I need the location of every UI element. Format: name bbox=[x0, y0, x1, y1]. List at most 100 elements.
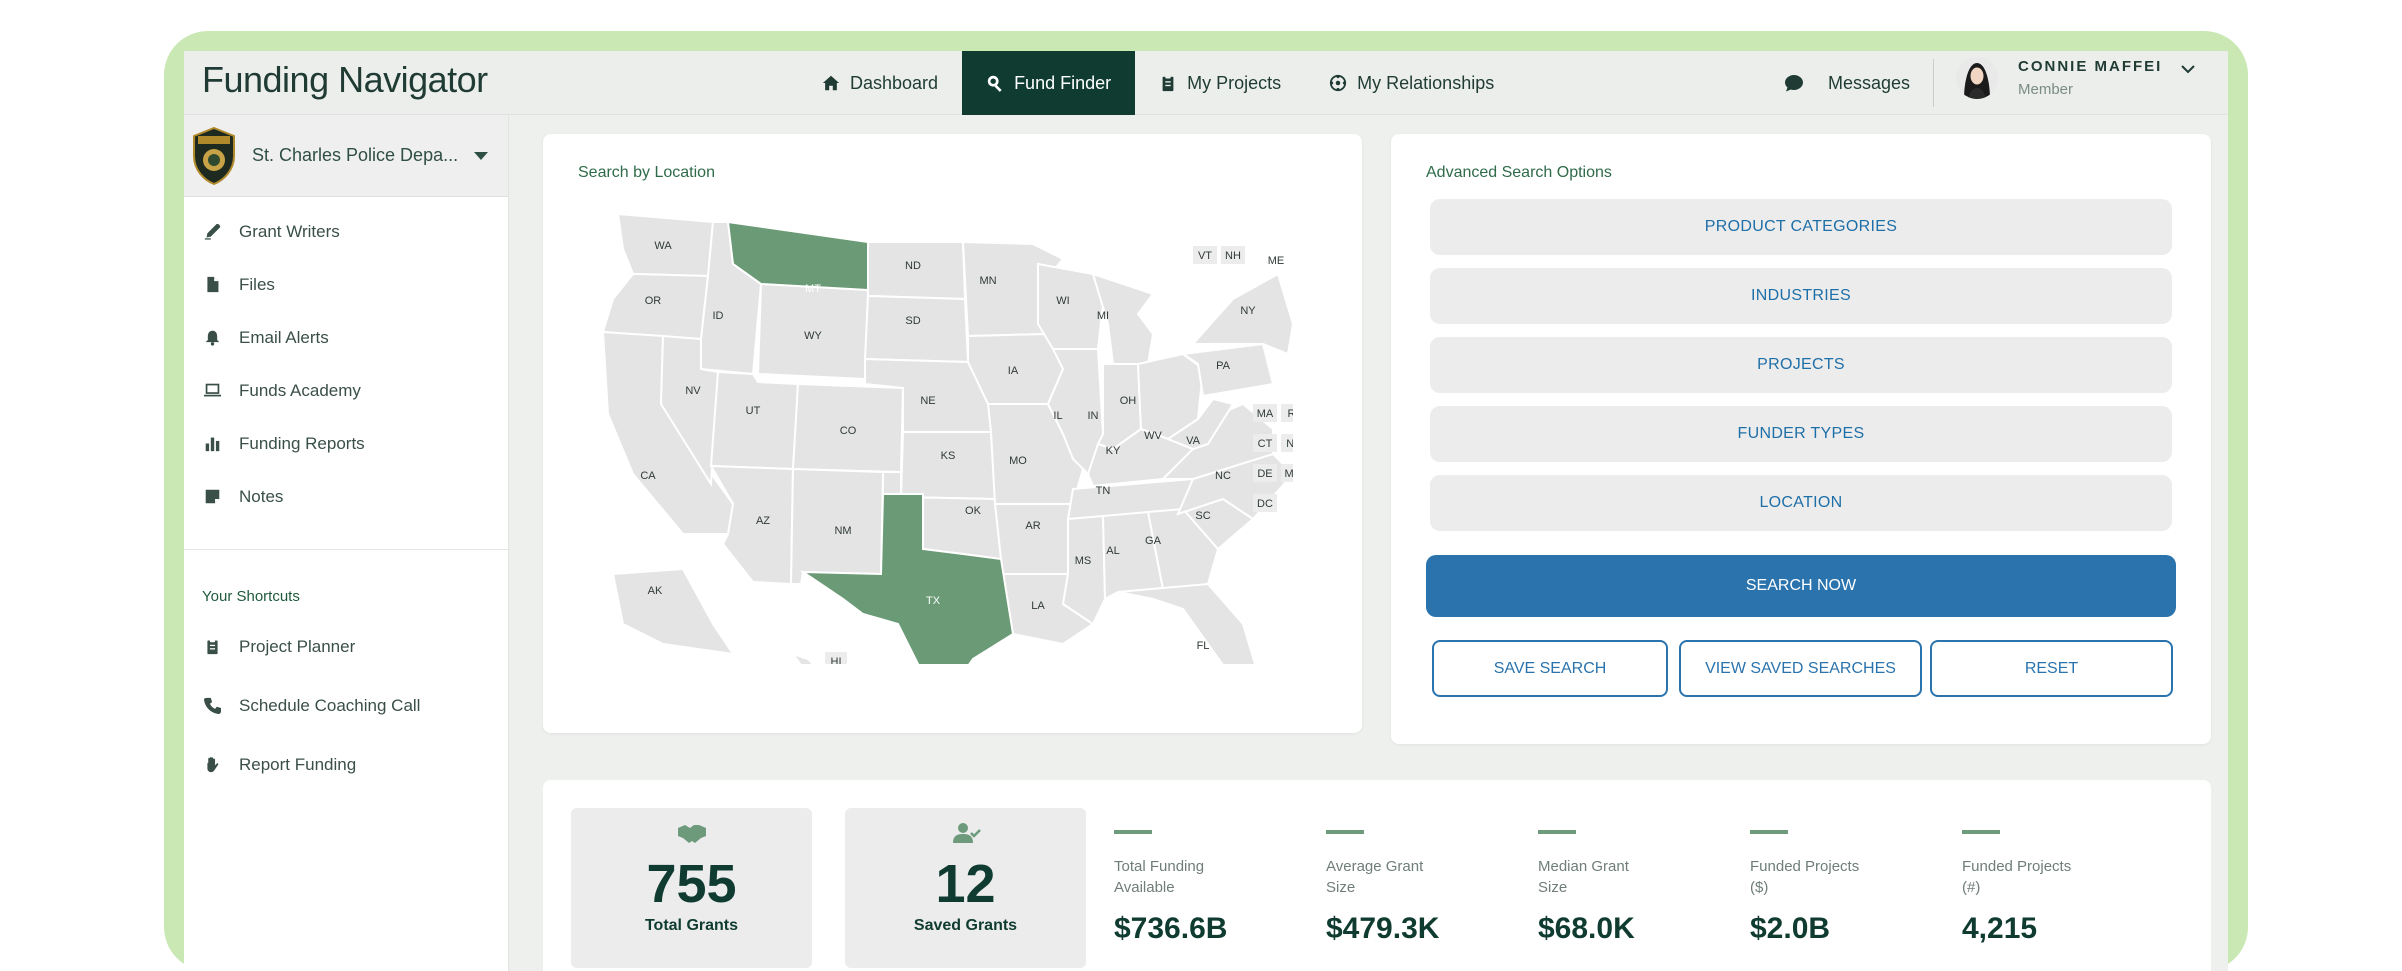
svg-text:MO: MO bbox=[1009, 455, 1027, 467]
sidebar-divider bbox=[184, 549, 508, 550]
reset-button[interactable]: RESET bbox=[1930, 640, 2173, 697]
sidebar-item-grant-writers[interactable]: Grant Writers bbox=[184, 205, 508, 258]
messages-label: Messages bbox=[1828, 72, 1911, 93]
sidebar-item-funds-academy[interactable]: Funds Academy bbox=[184, 364, 508, 417]
svg-text:KS: KS bbox=[941, 450, 956, 462]
state-ut[interactable] bbox=[709, 370, 800, 471]
nav-fund-finder[interactable]: Fund Finder bbox=[962, 51, 1136, 115]
svg-text:DE: DE bbox=[1257, 468, 1272, 480]
sidebar: St. Charles Police Depa... Grant Writers… bbox=[184, 115, 509, 971]
sidebar-item-files[interactable]: Files bbox=[184, 258, 508, 311]
state-ar[interactable] bbox=[993, 503, 1075, 575]
location-search-card: Search by Location bbox=[543, 134, 1362, 733]
state-fl[interactable] bbox=[1117, 582, 1258, 664]
state-sd[interactable] bbox=[863, 294, 970, 364]
sidebar-item-label: Files bbox=[239, 274, 275, 294]
police-badge-icon bbox=[193, 126, 235, 185]
svg-text:NC: NC bbox=[1215, 470, 1231, 482]
hand-icon bbox=[207, 757, 219, 773]
option-product-categories[interactable]: PRODUCT CATEGORIES bbox=[1430, 199, 2172, 255]
option-projects[interactable]: PROJECTS bbox=[1430, 337, 2172, 393]
state-pa[interactable] bbox=[1180, 342, 1275, 398]
svg-text:MA: MA bbox=[1257, 408, 1274, 420]
svg-text:HI: HI bbox=[831, 656, 842, 664]
state-wv[interactable] bbox=[1165, 397, 1235, 451]
save-search-button[interactable]: SAVE SEARCH bbox=[1432, 640, 1668, 697]
saved-grants-label: Saved Grants bbox=[913, 917, 1018, 934]
svg-text:NJ: NJ bbox=[1286, 438, 1293, 450]
option-industries[interactable]: INDUSTRIES bbox=[1430, 268, 2172, 324]
caret-down-icon bbox=[474, 151, 489, 160]
org-name: St. Charles Police Depa... bbox=[252, 145, 459, 165]
svg-text:VT: VT bbox=[1198, 250, 1212, 262]
sidebar-item-funding-reports[interactable]: Funding Reports bbox=[184, 417, 508, 470]
state-mt[interactable] bbox=[726, 220, 869, 292]
network-icon bbox=[1330, 74, 1347, 92]
view-saved-searches-button[interactable]: VIEW SAVED SEARCHES bbox=[1679, 640, 1922, 697]
sidebar-item-label: Funding Reports bbox=[239, 433, 365, 453]
chevron-down-icon[interactable] bbox=[2180, 61, 2196, 77]
nav-my-relationships[interactable]: My Relationships bbox=[1305, 51, 1518, 115]
svg-text:OR: OR bbox=[645, 295, 662, 307]
svg-text:CO: CO bbox=[840, 425, 857, 437]
svg-text:NV: NV bbox=[685, 385, 701, 397]
nav-my-projects-label: My Projects bbox=[1187, 72, 1282, 93]
svg-text:WV: WV bbox=[1144, 430, 1162, 442]
metric-accent-bar bbox=[1114, 830, 1152, 834]
state-ny[interactable] bbox=[1190, 272, 1293, 356]
saved-grants-box[interactable]: 12 Saved Grants bbox=[845, 808, 1086, 968]
state-mi[interactable] bbox=[1091, 272, 1155, 365]
svg-text:WA: WA bbox=[654, 240, 672, 252]
main-nav: Dashboard Fund Finder My Projects My Rel… bbox=[798, 51, 1518, 115]
phone-icon bbox=[204, 697, 221, 714]
sidebar-item-label: Email Alerts bbox=[239, 327, 329, 347]
app-window: Funding Navigator Dashboard Fund Finder … bbox=[184, 51, 2228, 971]
bell-icon bbox=[205, 330, 220, 346]
shortcut-report-funding[interactable]: Report Funding bbox=[184, 735, 508, 794]
user-menu[interactable]: CONNIE MAFFEI Member bbox=[1956, 57, 2196, 99]
state-ks[interactable] bbox=[899, 431, 997, 501]
metric-accent-bar bbox=[1326, 830, 1364, 834]
state-ms[interactable] bbox=[1061, 514, 1107, 626]
svg-text:AZ: AZ bbox=[756, 515, 770, 527]
messages-button[interactable]: Messages bbox=[1784, 51, 1910, 115]
svg-text:NM: NM bbox=[834, 525, 851, 537]
option-location[interactable]: LOCATION bbox=[1430, 475, 2172, 531]
metric-value: $736.6B bbox=[1114, 912, 1228, 945]
note-icon bbox=[205, 489, 220, 504]
svg-text:AR: AR bbox=[1025, 520, 1040, 532]
nav-my-relationships-label: My Relationships bbox=[1357, 72, 1495, 93]
svg-text:IL: IL bbox=[1053, 410, 1062, 422]
org-selector[interactable]: St. Charles Police Depa... bbox=[184, 115, 508, 197]
search-now-button[interactable]: SEARCH NOW bbox=[1426, 555, 2176, 617]
state-hi[interactable] bbox=[790, 652, 823, 664]
metric-average-grant: Average Grant Size $479.3K bbox=[1326, 830, 1506, 946]
state-il[interactable] bbox=[1046, 348, 1105, 476]
sidebar-item-email-alerts[interactable]: Email Alerts bbox=[184, 311, 508, 364]
svg-text:GA: GA bbox=[1145, 535, 1162, 547]
svg-text:MS: MS bbox=[1075, 555, 1092, 567]
shortcut-project-planner[interactable]: Project Planner bbox=[184, 617, 508, 676]
nav-dashboard[interactable]: Dashboard bbox=[798, 51, 962, 115]
sidebar-item-notes[interactable]: Notes bbox=[184, 470, 508, 523]
user-portrait-icon bbox=[1956, 57, 1998, 99]
user-check-icon bbox=[952, 823, 981, 843]
shortcut-label: Report Funding bbox=[239, 754, 357, 774]
metric-label: Median Grant Size bbox=[1538, 858, 1629, 896]
laptop-icon bbox=[204, 383, 221, 397]
advanced-search-title: Advanced Search Options bbox=[1426, 164, 1612, 181]
option-funder-types[interactable]: FUNDER TYPES bbox=[1430, 406, 2172, 462]
svg-text:TN: TN bbox=[1096, 485, 1111, 497]
map-title: Search by Location bbox=[578, 164, 715, 181]
shortcut-schedule-coaching-call[interactable]: Schedule Coaching Call bbox=[184, 676, 508, 735]
shortcuts-heading: Your Shortcuts bbox=[202, 588, 300, 605]
svg-text:AK: AK bbox=[648, 585, 663, 597]
state-ak[interactable] bbox=[611, 567, 736, 656]
metric-value: $479.3K bbox=[1326, 912, 1440, 945]
state-tx[interactable] bbox=[799, 493, 1015, 664]
header-divider bbox=[1933, 59, 1934, 107]
nav-my-projects[interactable]: My Projects bbox=[1135, 51, 1305, 115]
brand-logo[interactable]: Funding Navigator bbox=[202, 59, 488, 100]
svg-text:CA: CA bbox=[640, 470, 656, 482]
chat-bubble-icon bbox=[1785, 75, 1803, 92]
